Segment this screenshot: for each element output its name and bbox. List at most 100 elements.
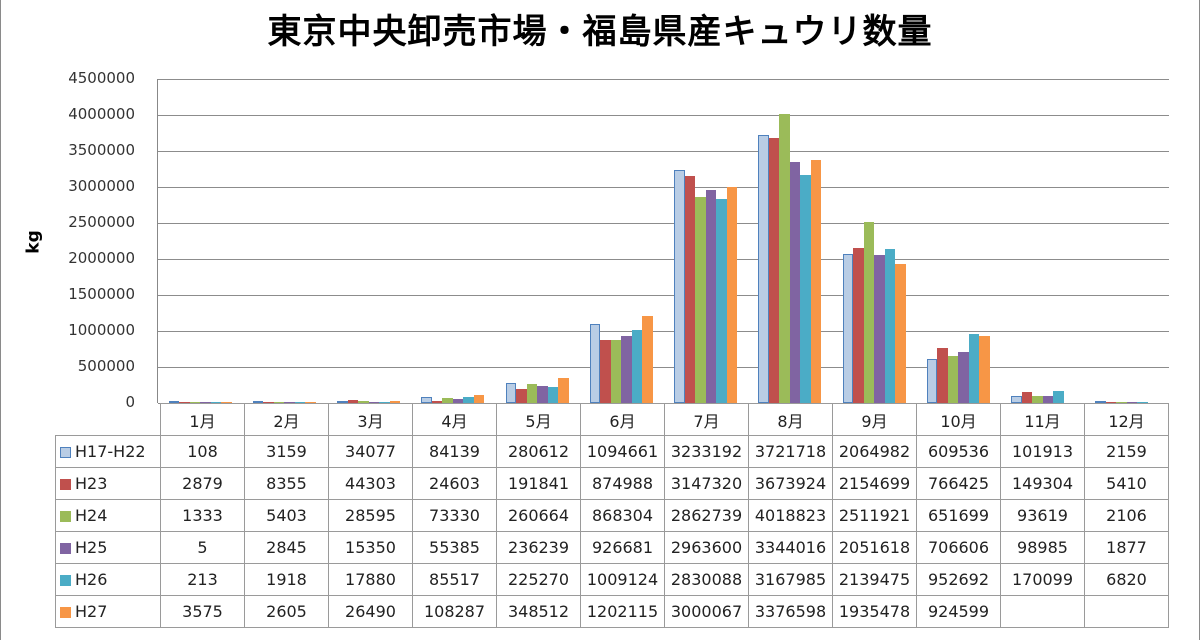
bar — [958, 352, 969, 403]
table-corner — [55, 403, 161, 436]
table-cell: 766425 — [916, 467, 1001, 500]
table-cell: 2154699 — [832, 467, 917, 500]
table-cell: 34077 — [328, 435, 413, 468]
bar — [273, 402, 285, 403]
table-cell: 3344016 — [748, 531, 833, 564]
bar — [347, 399, 359, 403]
bar — [674, 170, 685, 403]
table-header-cell: 5月 — [496, 403, 581, 436]
table-cell — [1084, 595, 1169, 628]
table-cell: 84139 — [412, 435, 497, 468]
y-tick-label: 4000000 — [68, 105, 135, 123]
bar — [284, 402, 295, 403]
bar — [1032, 396, 1043, 403]
chart-title: 東京中央卸売市場・福島県産キュウリ数量 — [267, 12, 933, 52]
bar — [516, 389, 527, 403]
series-name: H24 — [75, 506, 108, 525]
plot-area — [157, 79, 1169, 404]
gridline — [158, 295, 1169, 296]
table-cell: 1094661 — [580, 435, 665, 468]
bar — [779, 113, 790, 403]
table-header-cell: 9月 — [832, 403, 917, 436]
table-cell: 2862739 — [664, 499, 749, 532]
table-row: H27 3575 2605 26490 108287 348512 1202115 30000… — [55, 595, 1169, 628]
table-header-cell: 10月 — [916, 403, 1001, 436]
table-cell: 73330 — [412, 499, 497, 532]
y-tick-label: 3000000 — [68, 177, 135, 195]
table-cell: 609536 — [916, 435, 1001, 468]
table-cell: 868304 — [580, 499, 665, 532]
table-cell: 28595 — [328, 499, 413, 532]
table-cell: 24603 — [412, 467, 497, 500]
table-cell: 98985 — [1000, 531, 1085, 564]
bar — [758, 135, 769, 403]
bar — [926, 359, 938, 403]
table-cell: 2106 — [1084, 499, 1169, 532]
y-tick-label: 2000000 — [68, 249, 135, 267]
table-cell: 1918 — [244, 563, 329, 596]
legend-label: H17-H22 — [55, 435, 161, 468]
table-row: H26 213 1918 17880 85517 225270 1009124 2830088… — [55, 563, 1169, 596]
bar — [179, 402, 190, 403]
legend-label: H23 — [55, 467, 161, 500]
table-cell: 17880 — [328, 563, 413, 596]
gridline — [158, 79, 1169, 80]
bar — [1011, 395, 1022, 403]
table-header-cell: 2月 — [244, 403, 329, 436]
table-cell: 213 — [160, 563, 245, 596]
bar — [1042, 395, 1054, 403]
legend-swatch-icon — [60, 447, 71, 458]
table-cell: 926681 — [580, 531, 665, 564]
table-cell: 348512 — [496, 595, 581, 628]
bar — [947, 356, 959, 403]
table-cell: 4018823 — [748, 499, 833, 532]
bar — [358, 400, 369, 403]
legend-swatch-icon — [60, 543, 71, 554]
legend-swatch-icon — [60, 511, 71, 522]
bar — [610, 340, 622, 403]
table-cell: 8355 — [244, 467, 329, 500]
y-tick-label: 0 — [125, 393, 135, 411]
table-cell: 2064982 — [832, 435, 917, 468]
bar — [684, 176, 696, 403]
bar — [263, 402, 274, 403]
table-header-cell: 4月 — [412, 403, 497, 436]
series-name: H25 — [75, 538, 108, 557]
bar — [895, 263, 906, 403]
legend-label: H26 — [55, 563, 161, 596]
bar — [473, 395, 485, 403]
bar — [1095, 401, 1106, 403]
table-cell: 2879 — [160, 467, 245, 500]
legend-label: H24 — [55, 499, 161, 532]
table-cell: 3376598 — [748, 595, 833, 628]
table-cell: 874988 — [580, 467, 665, 500]
legend-swatch-icon — [60, 575, 71, 586]
bar — [968, 334, 980, 403]
bar — [558, 377, 569, 403]
table-cell: 5 — [160, 531, 245, 564]
table-row: H24 1333 5403 28595 73330 260664 868304 2862739… — [55, 499, 1169, 532]
y-axis-label: kg — [23, 230, 44, 254]
table-cell: 225270 — [496, 563, 581, 596]
table-cell: 191841 — [496, 467, 581, 500]
bar — [1126, 402, 1138, 403]
table-header-cell: 8月 — [748, 403, 833, 436]
table-cell: 85517 — [412, 563, 497, 596]
bar — [252, 401, 264, 403]
table-cell: 236239 — [496, 531, 581, 564]
bar — [705, 189, 717, 403]
data-table: 1月 2月 3月 4月 5月 6月 7月 8月 9月 10月 11月 12月 H17-H22 108 315… — [55, 403, 1169, 628]
bar — [631, 330, 643, 403]
table-cell — [1000, 595, 1085, 628]
table-cell: 93619 — [1000, 499, 1085, 532]
table-cell: 3721718 — [748, 435, 833, 468]
table-cell: 170099 — [1000, 563, 1085, 596]
bar — [168, 401, 180, 403]
table-cell: 1202115 — [580, 595, 665, 628]
gridline — [158, 259, 1169, 260]
table-cell: 2845 — [244, 531, 329, 564]
table-cell: 2963600 — [664, 531, 749, 564]
table-cell: 952692 — [916, 563, 1001, 596]
table-cell: 2511921 — [832, 499, 917, 532]
table-cell: 149304 — [1000, 467, 1085, 500]
